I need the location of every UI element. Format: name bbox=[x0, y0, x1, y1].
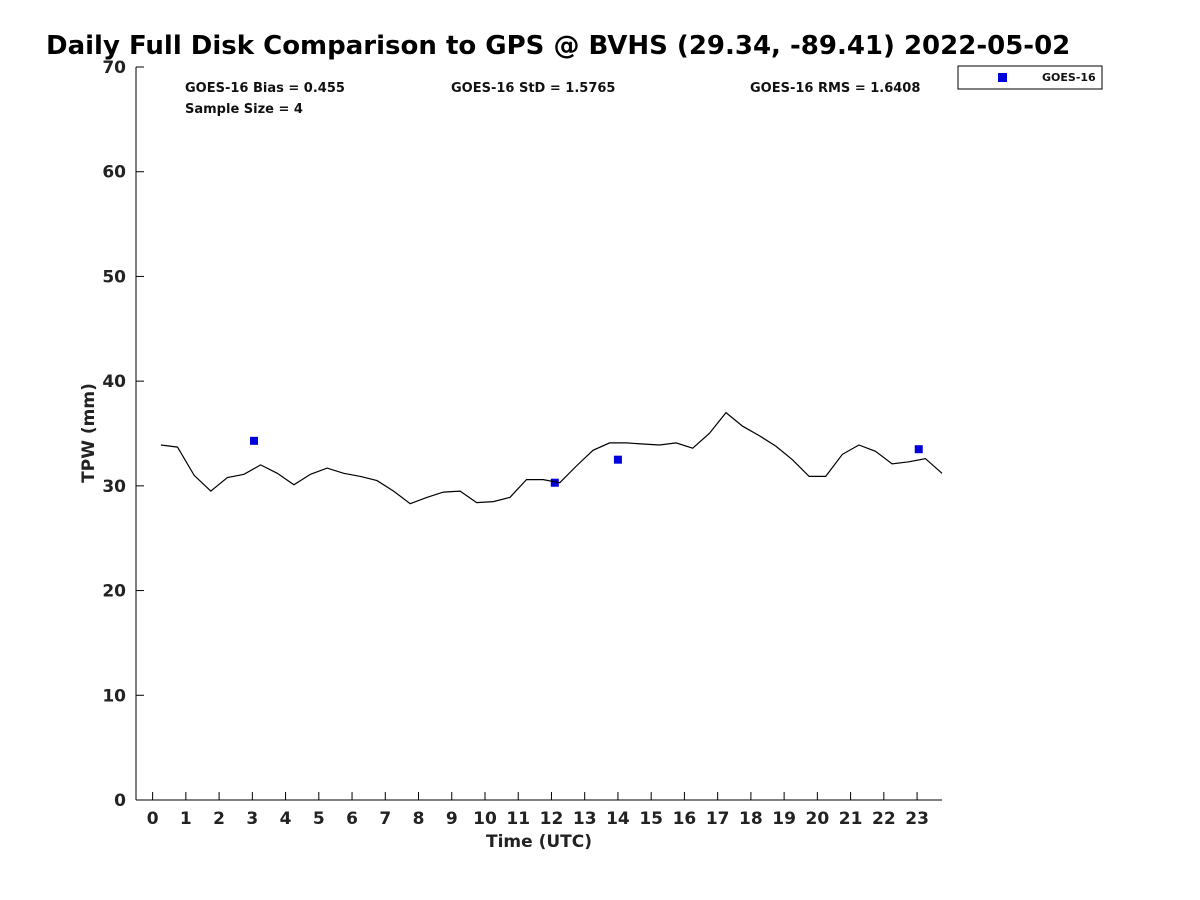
stat-std: GOES-16 StD = 1.5765 bbox=[451, 81, 615, 96]
goes16-point bbox=[914, 445, 923, 454]
x-tick-label: 0 bbox=[147, 809, 159, 829]
x-tick-label: 8 bbox=[413, 809, 425, 829]
x-tick-label: 7 bbox=[379, 809, 391, 829]
legend-label: GOES-16 bbox=[1042, 71, 1096, 84]
stat-rms: GOES-16 RMS = 1.6408 bbox=[750, 81, 920, 96]
stat-bias: GOES-16 Bias = 0.455 bbox=[185, 81, 345, 96]
x-tick-label: 19 bbox=[772, 809, 796, 829]
x-tick-label: 3 bbox=[246, 809, 258, 829]
x-tick-label: 1 bbox=[180, 809, 192, 829]
x-tick-label: 2 bbox=[213, 809, 225, 829]
y-tick-label: 30 bbox=[102, 477, 126, 497]
x-tick-label: 15 bbox=[639, 809, 663, 829]
x-tick-label: 5 bbox=[313, 809, 325, 829]
gps-tpw-line bbox=[160, 411, 943, 505]
x-tick-label: 23 bbox=[905, 809, 929, 829]
x-tick-label: 10 bbox=[473, 809, 497, 829]
goes16-point bbox=[613, 455, 622, 464]
chart-title: Daily Full Disk Comparison to GPS @ BVHS… bbox=[46, 31, 1070, 61]
x-tick-label: 17 bbox=[706, 809, 730, 829]
y-tick-label: 20 bbox=[102, 582, 126, 602]
x-tick-label: 22 bbox=[872, 809, 896, 829]
x-tick-label: 20 bbox=[806, 809, 830, 829]
x-tick-label: 9 bbox=[446, 809, 458, 829]
y-tick-label: 50 bbox=[102, 267, 126, 287]
y-tick-label: 70 bbox=[102, 58, 126, 78]
x-axis-title: Time (UTC) bbox=[486, 832, 592, 852]
y-tick-label: 40 bbox=[102, 372, 126, 392]
x-tick-label: 12 bbox=[540, 809, 564, 829]
y-tick-label: 60 bbox=[102, 163, 126, 183]
y-tick-label: 0 bbox=[114, 791, 126, 811]
series-layer bbox=[160, 411, 943, 505]
x-tick-label: 16 bbox=[673, 809, 697, 829]
legend: GOES-16 bbox=[957, 65, 1103, 90]
y-ticks: 0 10 20 30 40 50 60 70 bbox=[102, 58, 144, 811]
x-tick-label: 13 bbox=[573, 809, 597, 829]
goes16-point bbox=[249, 436, 258, 445]
legend-marker bbox=[998, 73, 1007, 82]
y-tick-label: 10 bbox=[102, 686, 126, 706]
y-axis-title: TPW (mm) bbox=[79, 383, 99, 483]
x-tick-label: 14 bbox=[606, 809, 630, 829]
x-tick-label: 4 bbox=[280, 809, 292, 829]
legend-box bbox=[957, 65, 1103, 90]
x-tick-label: 21 bbox=[839, 809, 863, 829]
x-tick-label: 18 bbox=[739, 809, 763, 829]
x-tick-label: 6 bbox=[346, 809, 358, 829]
goes16-point bbox=[550, 478, 559, 487]
x-tick-label: 11 bbox=[506, 809, 530, 829]
stat-sample-size: Sample Size = 4 bbox=[185, 102, 303, 117]
x-ticks: 0 1 2 3 4 5 6 7 8 9 10 11 12 13 14 15 16 17 18 19 20 21 22 23 bbox=[147, 792, 929, 829]
